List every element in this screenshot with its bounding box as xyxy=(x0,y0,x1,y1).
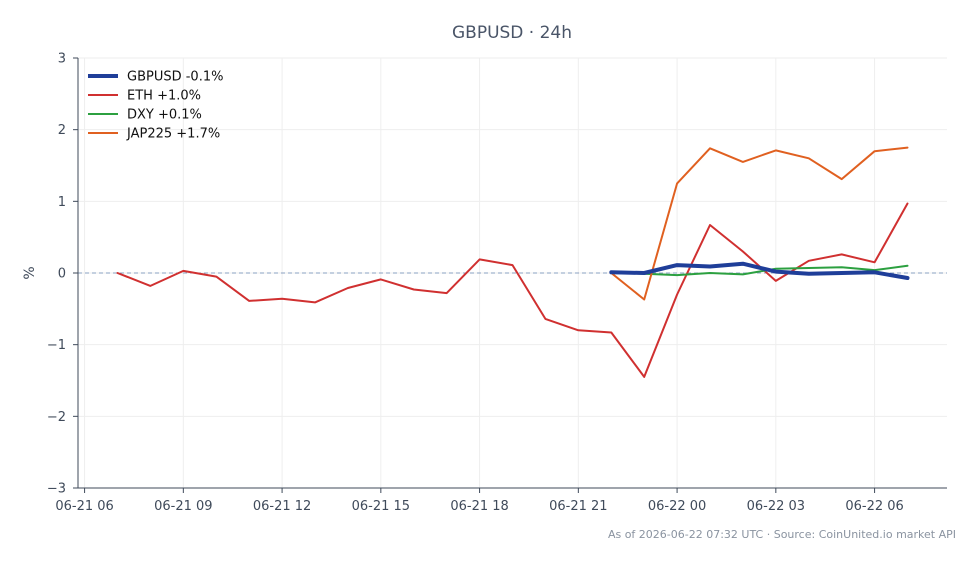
legend-label: JAP225 +1.7% xyxy=(126,127,220,142)
y-axis-label: % xyxy=(22,266,38,279)
x-tick-label: 06-21 06 xyxy=(55,499,113,514)
x-tick-label: 06-21 12 xyxy=(253,499,311,514)
y-tick-label: −2 xyxy=(47,410,66,425)
legend: GBPUSD -0.1% ETH +1.0% DXY +0.1% JAP225 +1.… xyxy=(88,70,223,142)
ticks-layer: 06-21 06 06-21 09 06-21 12 06-21 15 06-21 18… xyxy=(47,52,904,515)
series-line-1 xyxy=(116,202,909,378)
y-tick-label: 2 xyxy=(58,123,66,138)
y-tick-label: 0 xyxy=(58,267,66,282)
y-tick-label: −1 xyxy=(47,338,66,353)
x-tick-label: 06-22 06 xyxy=(845,499,903,514)
x-tick-label: 06-21 15 xyxy=(352,499,410,514)
x-tick-label: 06-21 21 xyxy=(549,499,607,514)
y-tick-label: −3 xyxy=(47,482,66,497)
x-tick-label: 06-21 09 xyxy=(154,499,212,514)
series-line-0 xyxy=(609,261,910,280)
series-line-3 xyxy=(610,146,909,301)
x-tick-label: 06-22 00 xyxy=(648,499,706,514)
series-layer xyxy=(116,146,910,378)
x-tick-label: 06-22 03 xyxy=(747,499,805,514)
chart-title: GBPUSD · 24h xyxy=(452,23,572,43)
x-tick-label: 06-21 18 xyxy=(450,499,508,514)
footer-source: As of 2026-06-22 07:32 UTC · Source: Coi… xyxy=(608,528,956,541)
series-line-2 xyxy=(610,264,909,277)
y-tick-label: 3 xyxy=(58,52,66,67)
y-tick-label: 1 xyxy=(58,195,66,210)
legend-label: ETH +1.0% xyxy=(127,89,201,104)
legend-label: DXY +0.1% xyxy=(127,108,202,123)
legend-label: GBPUSD -0.1% xyxy=(127,70,223,85)
